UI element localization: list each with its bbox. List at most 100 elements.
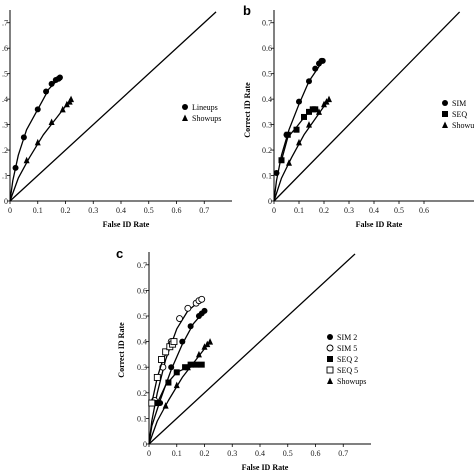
data-point [176, 315, 183, 323]
x-tick-label: 0 [272, 206, 276, 215]
legend-label: Lineups [192, 103, 218, 112]
series-curve [9, 98, 72, 202]
data-point [204, 340, 211, 348]
series-showups: Showups [148, 338, 366, 445]
x-tick-label: 0.6 [311, 449, 321, 458]
x-axis-title: False ID Rate [356, 220, 403, 229]
series-showups: Showups [9, 95, 221, 202]
y-tick-label: 0.7 [262, 19, 272, 28]
x-tick-label: 0.2 [200, 449, 210, 458]
y-tick-label: 0.3 [262, 121, 272, 130]
data-point [319, 57, 326, 64]
legend-label: Showups [337, 377, 366, 386]
data-point [148, 399, 156, 407]
data-point [43, 88, 50, 95]
x-tick-label: 0.7 [338, 449, 348, 458]
data-point [306, 121, 312, 128]
data-point [193, 361, 200, 368]
legend-label: Showups [452, 121, 474, 130]
data-point [201, 343, 208, 350]
data-point [68, 95, 75, 103]
x-tick-label: 0.2 [61, 206, 71, 215]
data-point [20, 134, 27, 141]
y-tick-label: 0 [143, 440, 147, 449]
chart-panel-b: 0 0.1 0.2 0.3 0.4 0.5 0.6 0.7 0 0.1 0.2 0.3 0.4 0.5 0.… [243, 3, 474, 229]
data-point [326, 95, 332, 103]
legend-label: SEQ 5 [337, 366, 358, 375]
x-tick-label: 0.4 [116, 206, 126, 215]
x-tick-label: 0.1 [33, 206, 43, 215]
chance-diagonal-line [9, 11, 217, 202]
data-point [34, 138, 41, 146]
data-point [284, 131, 291, 138]
y-axis-title: Correct ID Rate [243, 82, 252, 138]
data-point [316, 108, 322, 115]
data-point [165, 379, 172, 386]
data-point [296, 98, 302, 105]
data-point [195, 350, 202, 358]
x-tick-label: 0.1 [294, 206, 304, 215]
y-tick-label: .1 [2, 172, 8, 181]
y-tick-label: 0.7 [137, 261, 147, 270]
data-point [312, 106, 319, 113]
data-point [173, 369, 180, 376]
data-point [286, 159, 292, 166]
y-tick-label: .2 [2, 146, 8, 155]
data-point [207, 338, 214, 345]
legend-label: SIM [452, 99, 466, 108]
legend-marker [182, 114, 188, 121]
legend-label: SIM 2 [337, 333, 357, 342]
data-point [312, 65, 319, 72]
data-point [179, 338, 186, 345]
series-sim-2: SIM 2 [148, 307, 357, 445]
y-tick-label: .3 [2, 121, 8, 130]
x-tick-label: 0.5 [394, 206, 404, 215]
x-tick-label: 0.3 [344, 206, 354, 215]
x-tick-label: 0.3 [227, 449, 237, 458]
data-point [168, 364, 175, 371]
y-tick-label: 0.1 [137, 414, 147, 423]
data-point [162, 402, 169, 409]
data-point [293, 126, 300, 133]
legend-label: Showups [192, 114, 221, 123]
data-point [154, 400, 161, 407]
y-tick-label: 0.6 [137, 286, 147, 295]
panel-label: c [116, 246, 123, 261]
data-point [63, 100, 70, 108]
y-tick-label: 0.5 [137, 312, 147, 321]
panel-label: b [243, 3, 251, 18]
data-point [173, 381, 180, 389]
legend-marker [326, 344, 334, 352]
data-point [187, 361, 194, 368]
legend-marker [326, 366, 334, 374]
y-tick-label: 0.5 [262, 70, 272, 79]
data-point [48, 118, 55, 126]
data-point [198, 295, 206, 303]
x-tick-label: 0.1 [172, 449, 182, 458]
y-tick-label: 0.3 [137, 363, 147, 372]
y-tick-label: 0.6 [262, 44, 272, 53]
x-axis-title: False ID Rate [103, 220, 150, 229]
data-point [12, 164, 19, 171]
data-point [153, 373, 161, 381]
legend-label: SEQ 2 [337, 355, 358, 364]
y-tick-label: .5 [2, 70, 8, 79]
x-tick-label: 0.6 [172, 206, 182, 215]
x-tick-label: 0 [147, 449, 151, 458]
legend-marker [327, 377, 333, 384]
series-showups: Showups [273, 95, 474, 202]
y-tick-label: 0 [4, 197, 8, 206]
x-axis-title: False ID Rate [242, 463, 289, 472]
legend-marker [327, 334, 333, 340]
data-point [296, 138, 302, 146]
data-point [59, 105, 66, 113]
y-tick-label: 0.2 [137, 389, 147, 398]
x-tick-label: 0.5 [283, 449, 293, 458]
chart-panel-a: 0.1.2.3.4.5.6.70 0.1 0.2 0.3 0.4 0.5 0.6 0.7Fal… [2, 10, 232, 229]
y-tick-label: .6 [2, 44, 8, 53]
data-point [182, 364, 189, 371]
data-point [187, 323, 194, 330]
x-tick-label: 0.6 [419, 206, 429, 215]
chance-diagonal-line [148, 253, 356, 445]
